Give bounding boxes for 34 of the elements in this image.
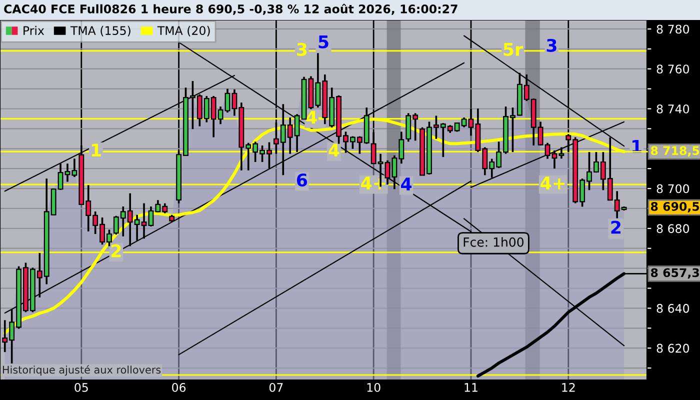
annotation: 6 (296, 173, 308, 187)
x-tick-label: 05 (74, 382, 88, 392)
annotation: 2 (611, 220, 620, 234)
chart-title: CAC40 FCE Full0826 1 heure 8 690,5 -0,38 % 12 août 2026, 16:00:27 (4, 4, 458, 15)
x-tick-label: 11 (464, 383, 478, 392)
y-tick-label: 8 620 (656, 344, 690, 353)
annotation: 4 (401, 178, 412, 190)
x-tick-label: 10 (367, 382, 380, 392)
annotation: 4+ (540, 176, 565, 190)
x-tick-label: 07 (269, 382, 283, 392)
y-tick-label: 8 780 (656, 24, 690, 34)
annotation: 2 (112, 244, 121, 258)
y-tick-label: 8 740 (656, 104, 690, 114)
annotation: Fce: 1h00 (464, 237, 524, 247)
legend-label: TMA (155) (70, 26, 130, 36)
annotation: 4- (306, 110, 324, 124)
annotation: 1 (92, 144, 101, 156)
x-tick-label: 12 (562, 382, 575, 392)
data-label: 8 718,5 (650, 146, 700, 157)
y-tick-label: 8 640 (656, 304, 690, 313)
y-tick-label: 8 700 (656, 184, 690, 194)
annotation: 3 (546, 38, 556, 52)
annotation: Historique ajusté aux rollovers (2, 365, 161, 376)
data-label: 8 657,3 (650, 268, 699, 279)
annotation: 3 (297, 42, 307, 56)
y-tick-label: 8 680 (656, 224, 690, 234)
text: 8 690,5 (650, 202, 700, 212)
x-tick-label: 06 (172, 382, 186, 392)
legend-label: Prix (24, 26, 44, 35)
y-tick-label: 8 760 (656, 64, 690, 74)
annotation: 5r (504, 43, 523, 56)
annotation: 4 (328, 144, 340, 156)
legend-label: TMA (20) (157, 26, 210, 36)
annotation: 5 (318, 36, 328, 48)
